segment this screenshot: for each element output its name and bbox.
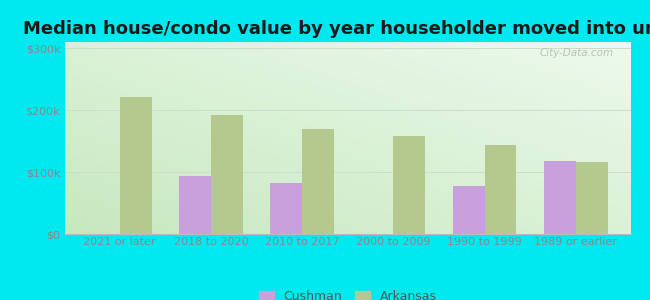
Bar xyxy=(484,146,517,234)
Bar xyxy=(179,176,211,234)
Title: Median house/condo value by year householder moved into unit: Median house/condo value by year househo… xyxy=(23,20,650,38)
Bar xyxy=(452,186,484,234)
Bar xyxy=(393,136,425,234)
Bar xyxy=(576,162,608,234)
Bar xyxy=(211,115,243,234)
Bar xyxy=(302,129,334,234)
Legend: Cushman, Arkansas: Cushman, Arkansas xyxy=(254,285,442,300)
Bar xyxy=(270,183,302,234)
Text: City-Data.com: City-Data.com xyxy=(540,48,614,58)
Bar xyxy=(120,97,151,234)
Bar xyxy=(544,161,576,234)
